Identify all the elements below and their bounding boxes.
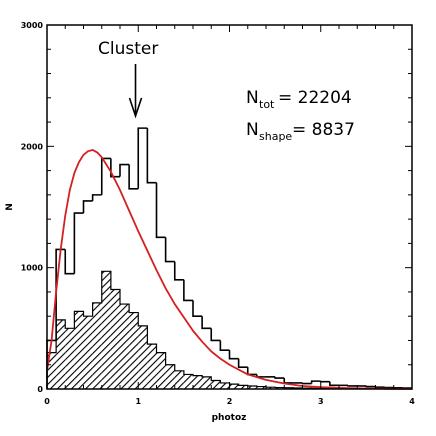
- open-histogram-bin: [55, 248, 66, 341]
- open-histogram-bin: [192, 300, 203, 317]
- hatched-bar: [129, 312, 139, 389]
- hatched-bar: [183, 374, 193, 389]
- n-tot-symbol: N: [246, 88, 259, 108]
- hatched-bar: [193, 375, 203, 389]
- open-histogram-bin: [274, 376, 285, 379]
- open-histogram-bin: [374, 386, 385, 388]
- y-tick-label: 1000: [21, 264, 44, 273]
- hatched-bar: [165, 364, 175, 389]
- hatched-bar: [202, 376, 212, 389]
- open-histogram-bin: [155, 182, 166, 239]
- open-histogram-bin: [219, 340, 230, 351]
- x-tick-label: 1: [135, 397, 141, 406]
- x-axis-title: photoz: [212, 413, 247, 423]
- fit-curve-layer: [46, 149, 413, 390]
- open-histogram-bin: [110, 158, 120, 178]
- open-histogram-bin: [183, 279, 193, 302]
- n-shape-value: = 8837: [292, 120, 355, 140]
- hatched-bar: [101, 271, 111, 389]
- open-histogram-bin: [301, 382, 312, 385]
- open-histogram-bin: [173, 261, 184, 281]
- x-tick-labels: 0 1 2 3 4: [44, 397, 415, 406]
- hatched-bar: [83, 316, 93, 389]
- n-shape-annotation: N shape = 8837: [246, 120, 355, 143]
- open-histogram-bin: [228, 350, 239, 360]
- hatched-bar: [65, 328, 75, 389]
- open-histogram-bin: [329, 381, 339, 387]
- open-histogram-bin: [201, 316, 212, 330]
- hatched-bar: [56, 319, 66, 389]
- hatched-bar: [138, 325, 148, 389]
- hatched-bar: [47, 352, 57, 389]
- hatched-bar: [229, 384, 239, 389]
- cluster-label: Cluster: [98, 39, 158, 59]
- open-histogram-bin: [283, 378, 294, 384]
- cluster-arrow: [128, 64, 143, 119]
- hatched-bar: [238, 385, 248, 389]
- open-histogram-bin: [164, 237, 175, 263]
- y-axis-title: N: [5, 203, 15, 211]
- hatched-histogram: [46, 270, 412, 390]
- open-histogram-bin: [347, 385, 358, 387]
- x-tick-label: 4: [409, 397, 415, 406]
- y-tick-label: 0: [37, 385, 43, 394]
- open-histogram-bin: [128, 164, 139, 190]
- n-shape-subscript: shape: [259, 130, 292, 143]
- n-tot-subscript: tot: [259, 98, 275, 111]
- y-tick-label: 2000: [21, 142, 44, 151]
- hatched-bar: [220, 382, 230, 389]
- n-tot-annotation: N tot = 22204: [246, 88, 352, 111]
- x-tick-label: 2: [227, 397, 233, 406]
- open-histogram-bin: [119, 163, 130, 177]
- open-histogram-bin: [210, 328, 221, 342]
- open-histogram-bin: [310, 380, 321, 384]
- hatched-bar: [147, 344, 157, 389]
- open-histogram-bin: [319, 380, 330, 383]
- fit-curve: [46, 149, 413, 390]
- open-histogram-bin: [256, 374, 266, 378]
- x-tick-label: 3: [318, 397, 324, 406]
- hatched-bar: [74, 311, 84, 389]
- open-histogram-bin: [237, 358, 248, 368]
- hatched-bar: [266, 387, 276, 389]
- hatched-bar: [92, 302, 102, 389]
- open-histogram-bin: [137, 127, 148, 189]
- hatched-bar: [110, 289, 120, 389]
- open-histogram-bin: [146, 128, 157, 184]
- open-histogram-bin: [365, 385, 376, 388]
- y-tick-label: 3000: [21, 21, 44, 30]
- x-tick-label: 0: [44, 397, 50, 406]
- hatched-bar: [120, 304, 130, 389]
- hatched-bar: [247, 385, 257, 389]
- y-tick-labels: 0 1000 2000 3000: [21, 21, 44, 394]
- hatched-bar: [174, 370, 184, 389]
- n-shape-symbol: N: [246, 120, 259, 140]
- hatched-bar: [156, 352, 166, 389]
- open-histogram-bin: [91, 194, 102, 201]
- axis-ticks: [46, 24, 413, 390]
- open-histogram-bin: [82, 200, 93, 214]
- hatched-bar: [211, 380, 221, 389]
- open-histogram-bin: [246, 367, 257, 376]
- cluster-arrow-head: [128, 97, 143, 119]
- open-histogram-bin: [73, 212, 84, 274]
- open-histogram-bin: [64, 249, 75, 275]
- hatched-bar: [256, 386, 266, 389]
- n-tot-value: = 22204: [278, 88, 352, 108]
